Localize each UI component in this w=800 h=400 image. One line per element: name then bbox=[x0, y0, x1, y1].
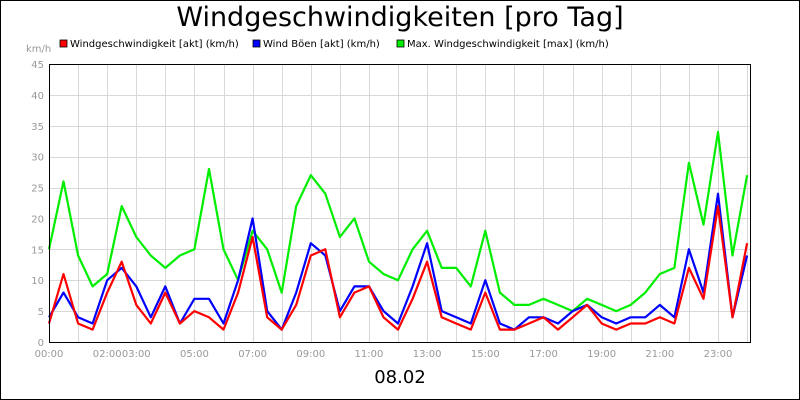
x-tick-label: 05:00 bbox=[180, 349, 209, 360]
x-axis-ticks: 00:00 02:00 03:00 05:00 07:00 09:00 11:00 13:00… bbox=[35, 349, 733, 360]
x-tick-label: 19:00 bbox=[587, 349, 616, 360]
x-tick-label: 09:00 bbox=[296, 349, 325, 360]
x-tick-label: 07:00 bbox=[238, 349, 267, 360]
x-tick-label: 23:00 bbox=[704, 349, 733, 360]
y-axis-unit-label: km/h bbox=[26, 44, 51, 55]
x-tick-label: 17:00 bbox=[529, 349, 558, 360]
legend: Windgeschwindigkeit [akt] (km/h) Wind Böe… bbox=[59, 39, 609, 50]
y-tick-label: 35 bbox=[31, 122, 44, 133]
chart-title: Windgeschwindigkeiten [pro Tag] bbox=[176, 2, 624, 33]
legend-swatch bbox=[59, 39, 68, 48]
legend-label: Max. Windgeschwindigkeit [max] (km/h) bbox=[407, 39, 609, 50]
y-tick-label: 25 bbox=[31, 184, 44, 195]
x-tick-label: 00:00 bbox=[35, 349, 64, 360]
y-tick-label: 5 bbox=[38, 307, 44, 318]
x-tick-label: 02:00 bbox=[93, 349, 122, 360]
y-tick-label: 10 bbox=[31, 276, 44, 287]
x-tick-label: 13:00 bbox=[413, 349, 442, 360]
y-tick-label: 0 bbox=[38, 338, 44, 349]
series-lines bbox=[47, 130, 749, 331]
legend-label: Wind Böen [akt] (km/h) bbox=[263, 39, 380, 50]
series-line-3 bbox=[47, 130, 749, 313]
x-tick-label: 11:00 bbox=[355, 349, 384, 360]
plot-border bbox=[49, 64, 751, 343]
plot-area bbox=[49, 64, 750, 342]
x-axis-date-label: 08.02 bbox=[374, 367, 426, 388]
series-line-2 bbox=[48, 192, 749, 331]
x-tick-label: 15:00 bbox=[471, 349, 500, 360]
y-tick-label: 20 bbox=[31, 214, 44, 225]
legend-label: Windgeschwindigkeit [akt] (km/h) bbox=[70, 39, 239, 50]
y-tick-label: 45 bbox=[31, 60, 44, 71]
series-line-1 bbox=[47, 205, 749, 331]
y-tick-label: 15 bbox=[31, 245, 44, 256]
x-tick-label: 03:00 bbox=[122, 349, 151, 360]
y-tick-label: 30 bbox=[31, 153, 44, 164]
legend-swatch bbox=[252, 39, 261, 48]
x-tick-label: 21:00 bbox=[645, 349, 674, 360]
y-tick-label: 40 bbox=[31, 91, 44, 102]
legend-swatch bbox=[396, 39, 405, 48]
y-axis-ticks: 0 5 10 15 20 25 30 35 40 45 bbox=[31, 60, 44, 349]
